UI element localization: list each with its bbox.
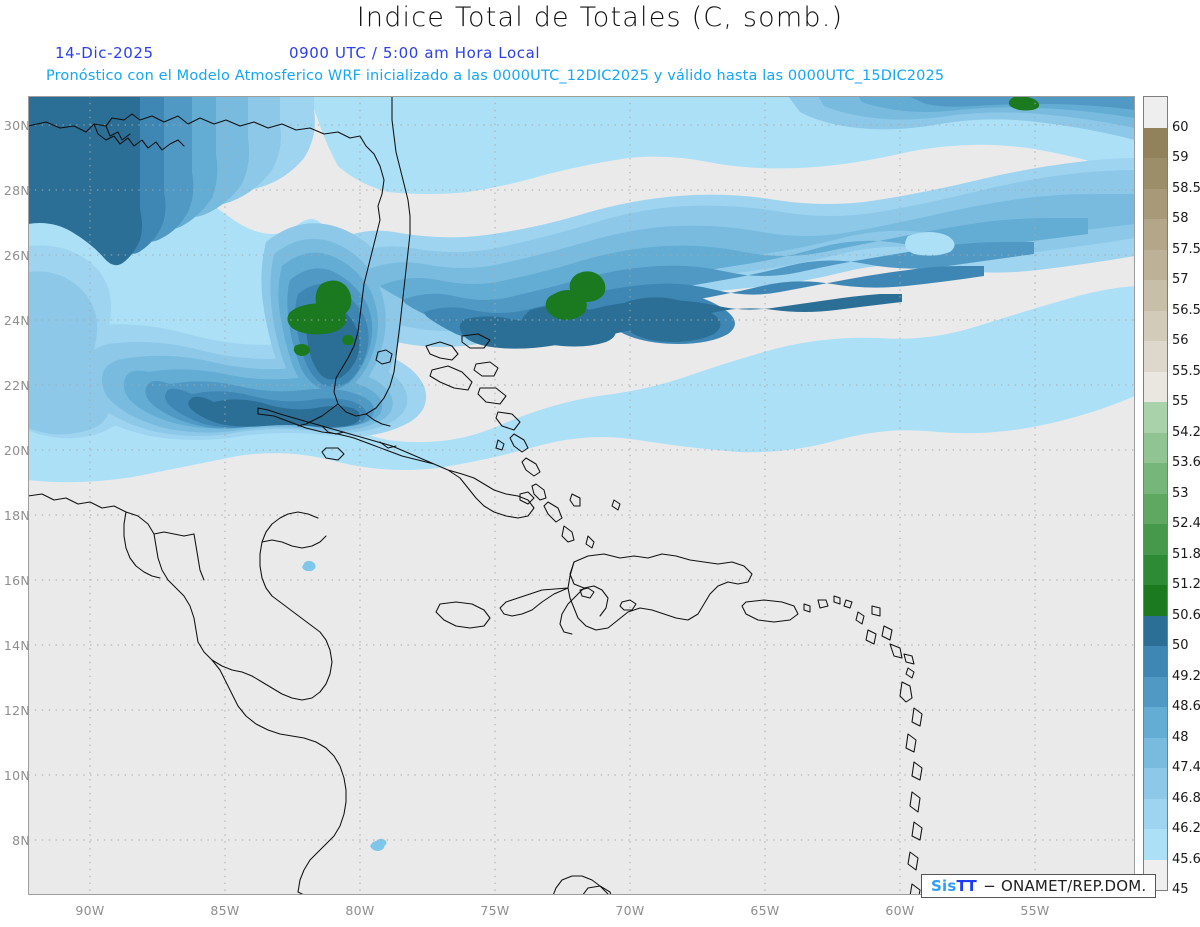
colorbar-tick-46.8: 46.8 [1172,790,1200,806]
colorbar-tick-58.5: 58.5 [1172,180,1200,196]
model-description: Pronóstico con el Modelo Atmosferico WRF… [46,68,945,84]
y-tick-18N: 18N [3,508,30,523]
y-tick-16N: 16N [3,573,30,588]
x-tick-80W: 80W [345,903,375,918]
colorbar-tick-59: 59 [1172,150,1189,165]
colorbar-tick-57: 57 [1172,272,1189,287]
x-tick-90W: 90W [75,903,105,918]
y-tick-8N: 8N [12,833,30,848]
colorbar[interactable] [1143,96,1168,891]
colorbar-cell-50.6 [1144,585,1167,616]
coastlines-layer [28,96,923,895]
colorbar-cell-45.6 [1144,829,1167,860]
colorbar-cell-55.5 [1144,341,1167,372]
forecast-valid-time: 0900 UTC / 5:00 am Hora Local [289,44,541,62]
colorbar-cell-58.5 [1144,158,1167,189]
colorbar-tick-45.6: 45.6 [1172,851,1200,867]
colorbar-cell-60 [1144,97,1167,128]
x-tick-75W: 75W [480,903,510,918]
map-plot-area[interactable] [28,96,1135,895]
y-tick-24N: 24N [3,313,30,328]
logo-sis-text: Sis [931,877,957,895]
colorbar-cell-46.8 [1144,768,1167,799]
colorbar-cell-53 [1144,463,1167,494]
y-tick-10N: 10N [3,768,30,783]
colorbar-tick-60: 60 [1172,119,1189,135]
colorbar-tick-57.5: 57.5 [1172,241,1200,257]
y-tick-20N: 20N [3,443,30,458]
header-subline: 14-Dic-2025 0900 UTC / 5:00 am Hora Loca… [0,44,1200,64]
colorbar-cell-59 [1144,127,1167,158]
forecast-run-date: 14-Dic-2025 [55,44,154,62]
page-title: Indice Total de Totales (C, somb.) [356,2,844,33]
y-tick-28N: 28N [3,183,30,198]
colorbar-tick-51.2: 51.2 [1172,577,1200,592]
colorbar-tick-48: 48 [1172,729,1189,745]
colorbar-cell-54.2 [1144,402,1167,433]
x-tick-70W: 70W [615,903,645,918]
colorbar-cell-46.2 [1144,798,1167,829]
colorbar-cell-57 [1144,249,1167,280]
colorbar-tick-50.6: 50.6 [1172,607,1200,623]
colorbar-tick-labels: 45 45.6 46.2 46.8 47.4 48 48.6 49.2 50 50.6 51.2 51… [1172,96,1200,897]
colorbar-tick-52.4: 52.4 [1172,516,1200,531]
y-tick-26N: 26N [3,248,30,263]
agency-logo-box: Sis TT − ONAMET/REP.DOM. [921,874,1157,898]
y-tick-14N: 14N [3,638,30,653]
colorbar-tick-45: 45 [1172,882,1189,897]
colorbar-cell-55 [1144,371,1167,402]
colorbar-cell-51.2 [1144,554,1167,585]
colorbar-cell-48.6 [1144,676,1167,707]
colorbar-cell-56.5 [1144,280,1167,311]
colorbar-tick-58: 58 [1172,211,1189,226]
colorbar-cell-50 [1144,615,1167,646]
colorbar-cell-47.4 [1144,737,1167,768]
colorbar-cell-58 [1144,188,1167,219]
y-tick-12N: 12N [3,703,30,718]
colorbar-tick-47.4: 47.4 [1172,760,1200,775]
colorbar-tick-51.8: 51.8 [1172,546,1200,562]
logo-tt-text: TT [956,877,977,895]
x-tick-65W: 65W [750,903,780,918]
colorbar-tick-48.6: 48.6 [1172,699,1200,714]
colorbar-cell-57.5 [1144,219,1167,250]
colorbar-cell-51.8 [1144,524,1167,555]
x-tick-55W: 55W [1020,903,1050,918]
colorbar-cell-49.2 [1144,646,1167,677]
colorbar-tick-55: 55 [1172,394,1189,409]
colorbar-tick-55.5: 55.5 [1172,363,1200,379]
x-tick-85W: 85W [210,903,240,918]
colorbar-tick-49.2: 49.2 [1172,668,1200,684]
x-tick-60W: 60W [885,903,915,918]
colorbar-tick-56.5: 56.5 [1172,302,1200,318]
logo-org-text: − ONAMET/REP.DOM. [983,877,1147,895]
colorbar-tick-53.6: 53.6 [1172,455,1200,470]
colorbar-tick-56: 56 [1172,333,1189,348]
colorbar-tick-53: 53 [1172,485,1189,501]
colorbar-cell-56 [1144,310,1167,341]
colorbar-cell-48 [1144,707,1167,738]
colorbar-cell-52.4 [1144,493,1167,524]
colorbar-tick-54.2: 54.2 [1172,424,1200,440]
colorbar-tick-50: 50 [1172,638,1189,653]
map-canvas [28,96,1135,895]
y-tick-22N: 22N [3,378,30,393]
colorbar-cell-53.6 [1144,432,1167,463]
colorbar-tick-46.2: 46.2 [1172,821,1200,836]
y-tick-30N: 30N [3,118,30,133]
